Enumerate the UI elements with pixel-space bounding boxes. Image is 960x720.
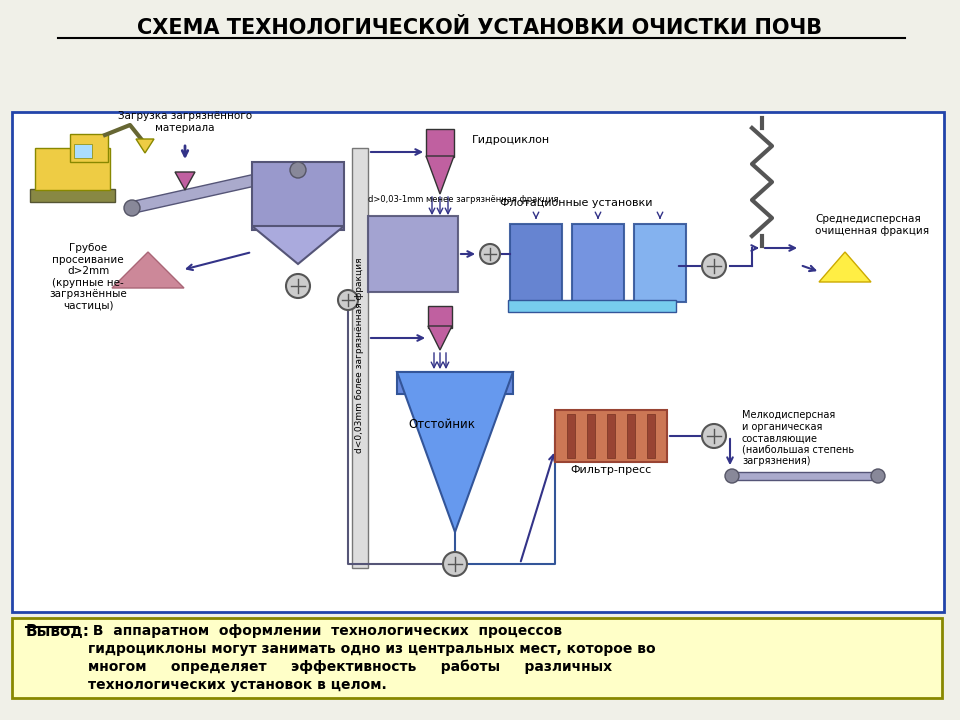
Bar [397,372,513,394]
Bar [426,129,454,157]
Polygon shape [730,472,880,480]
Polygon shape [175,172,195,190]
FancyBboxPatch shape [12,618,942,698]
Polygon shape [397,372,513,532]
Bar [587,414,595,458]
Bar [634,224,686,302]
Bar [30,189,115,202]
Bar [74,144,92,158]
Polygon shape [130,164,300,214]
Polygon shape [819,252,871,282]
Polygon shape [112,252,184,288]
Bar [252,162,344,230]
Bar [352,148,368,568]
Text: Гидроциклон: Гидроциклон [472,135,550,145]
Bar [510,224,562,302]
Bar [70,134,108,162]
Circle shape [124,200,140,216]
Polygon shape [252,226,344,264]
Bar [567,414,575,458]
Circle shape [725,469,739,483]
Text: Загрузка загрязнённого
материала: Загрузка загрязнённого материала [118,112,252,133]
Bar [368,216,458,292]
Polygon shape [428,326,452,350]
Bar [35,148,110,190]
Bar [508,300,676,312]
Polygon shape [426,156,454,194]
Text: d>0,03-1mm менее загрязнённая фракция: d>0,03-1mm менее загрязнённая фракция [368,196,559,204]
Circle shape [443,552,467,576]
Text: Среднедисперсная
очищенная фракция: Среднедисперсная очищенная фракция [815,215,929,236]
Bar [428,306,452,328]
Text: Флотационные установки: Флотационные установки [500,198,652,208]
Text: Отстойник: Отстойник [409,418,475,431]
Text: Фильтр-пресс: Фильтр-пресс [570,465,652,475]
Bar [12,112,944,612]
Text: технологических установок в целом.: технологических установок в целом. [88,678,387,692]
Text: Вывод:: Вывод: [26,624,90,639]
Text: гидроциклоны могут занимать одно из центральных мест, которое во: гидроциклоны могут занимать одно из цент… [88,642,656,656]
Text: В  аппаратном  оформлении  технологических  процессов: В аппаратном оформлении технологических … [88,624,563,638]
Bar [572,224,624,302]
Circle shape [702,254,726,278]
Circle shape [702,424,726,448]
Circle shape [338,290,358,310]
Polygon shape [136,139,154,153]
Bar [607,414,615,458]
Circle shape [290,162,306,178]
Text: d<0,03mm более загрязнённая фракция: d<0,03mm более загрязнённая фракция [355,257,365,453]
Bar [647,414,655,458]
Circle shape [871,469,885,483]
Circle shape [480,244,500,264]
Text: СХЕМА ТЕХНОЛОГИЧЕСКОЙ УСТАНОВКИ ОЧИСТКИ ПОЧВ: СХЕМА ТЕХНОЛОГИЧЕСКОЙ УСТАНОВКИ ОЧИСТКИ … [137,18,823,38]
Bar [627,414,635,458]
Text: Грубое
просеивание
d>2mm
(крупные не-
загрязнённые
частицы): Грубое просеивание d>2mm (крупные не- за… [49,243,127,311]
Text: Мелкодисперсная
и органическая
составляющие
(наибольшая степень
загрязнения): Мелкодисперсная и органическая составляю… [742,410,854,467]
Bar [555,410,667,462]
Text: многом     определяет     эффективность     работы     различных: многом определяет эффективность работы р… [88,660,612,675]
Circle shape [286,274,310,298]
